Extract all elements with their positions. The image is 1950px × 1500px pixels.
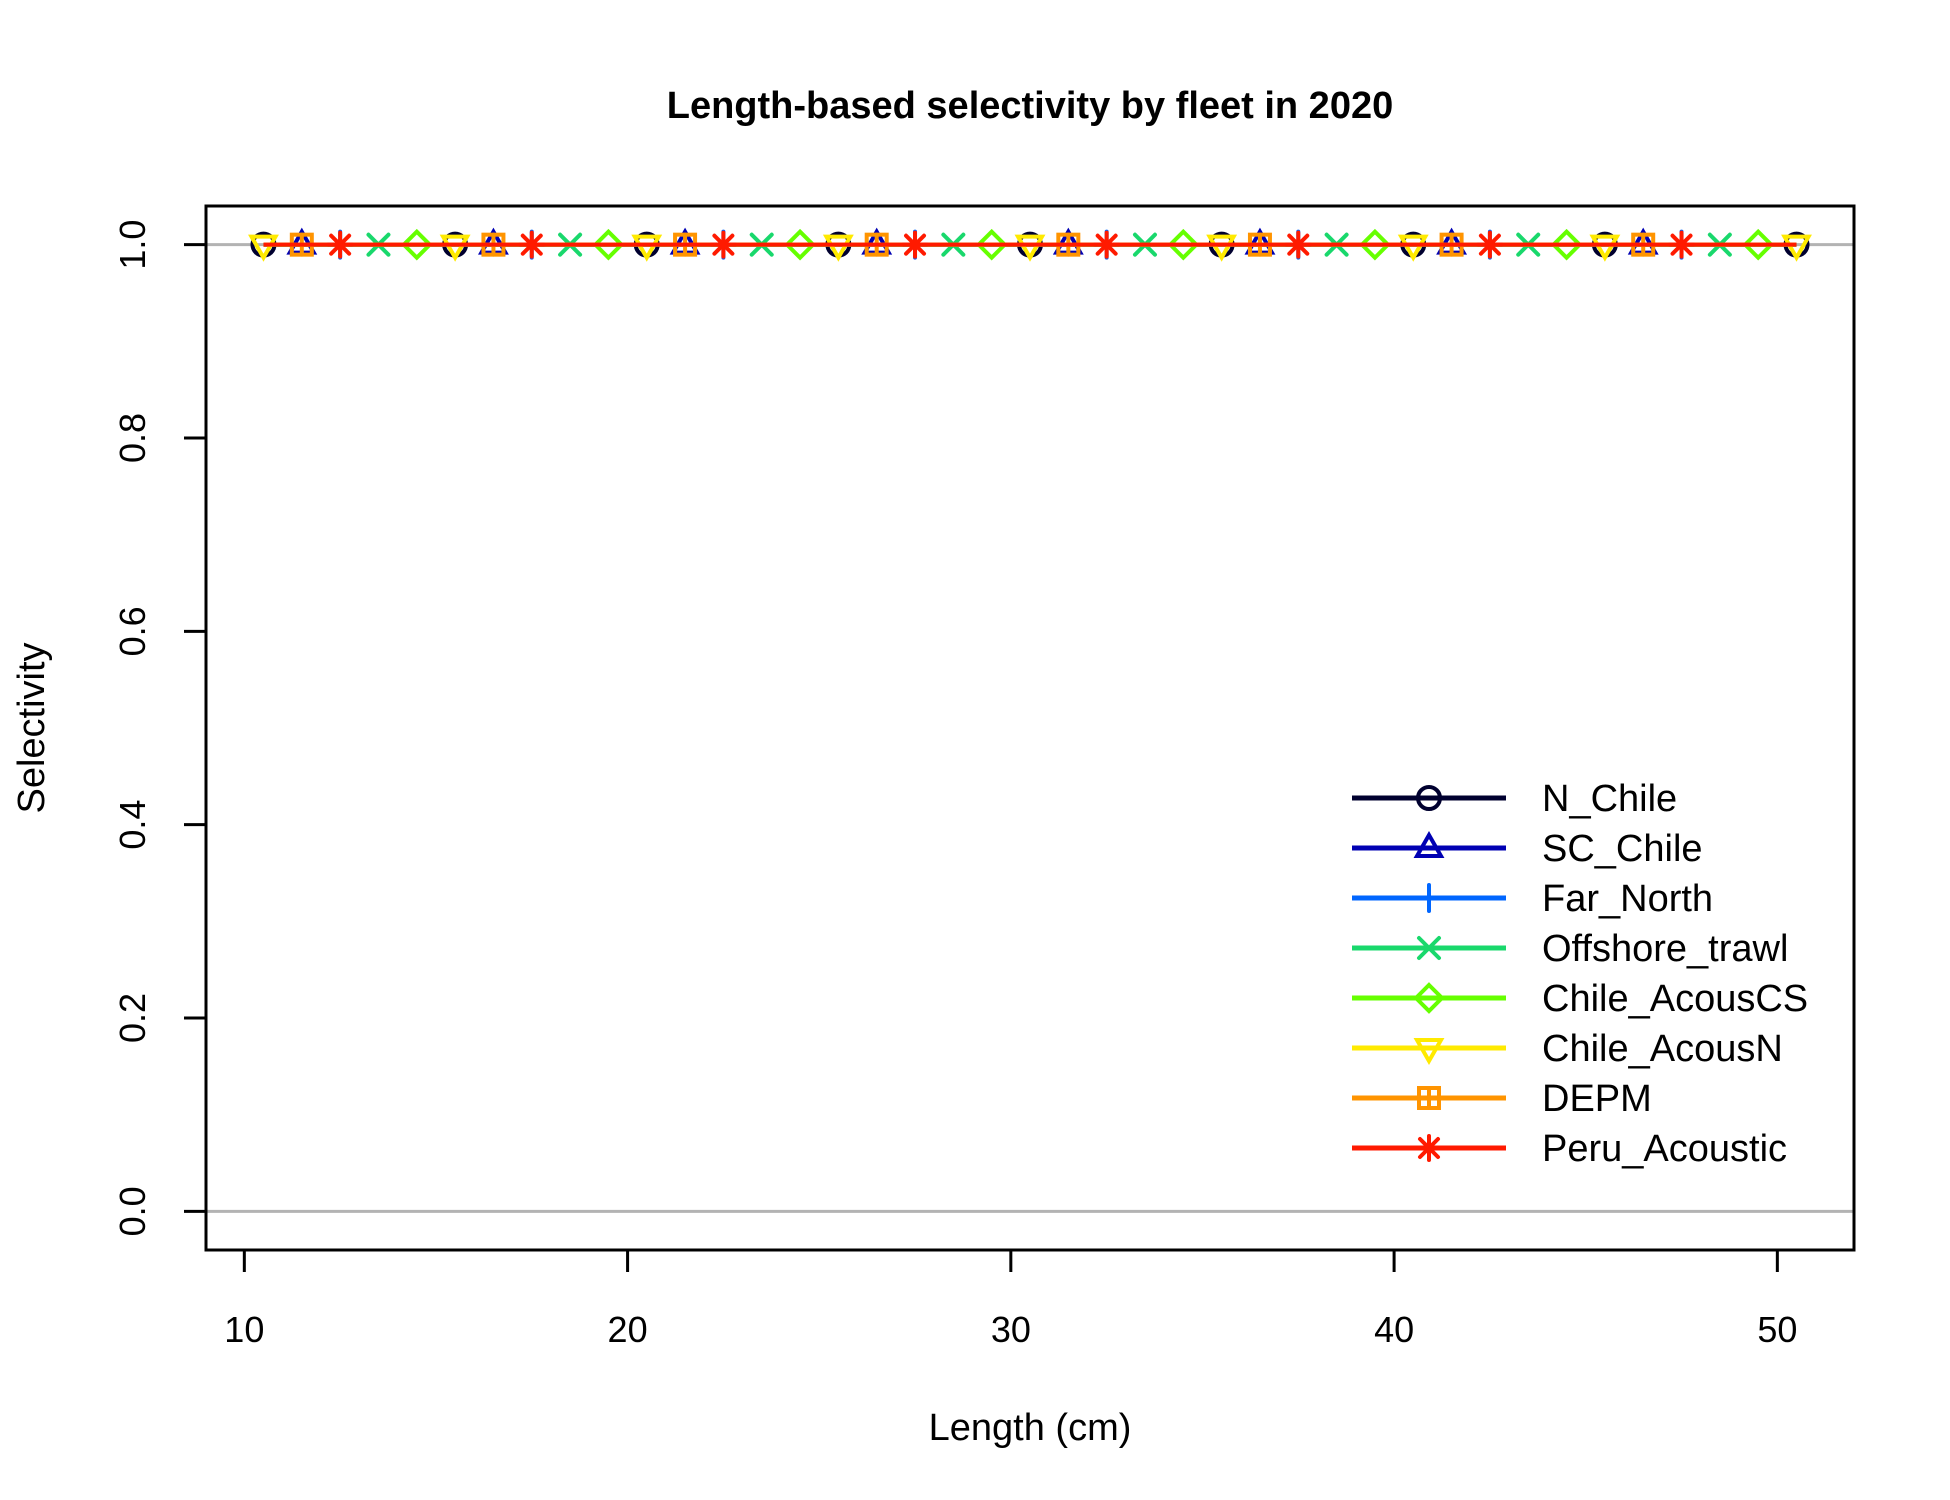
data-point-chile-acouscs — [400, 228, 433, 261]
legend-item-far-north: Far_North — [1352, 878, 1713, 920]
data-point-chile-acouscs — [1742, 228, 1775, 261]
legend-item-sc-chile: SC_Chile — [1352, 828, 1703, 870]
y-tick-label: 1.0 — [112, 220, 153, 270]
legend-label: SC_Chile — [1542, 828, 1703, 870]
y-tick-label: 0.0 — [112, 1186, 153, 1236]
y-tick-label: 0.4 — [112, 800, 153, 850]
data-point-chile-acouscs — [1167, 228, 1200, 261]
y-tick-label: 0.8 — [112, 413, 153, 463]
x-axis-label: Length (cm) — [929, 1407, 1132, 1449]
x-tick-label: 30 — [991, 1309, 1031, 1350]
legend-label: Chile_AcousN — [1542, 1028, 1783, 1070]
legend-label: Chile_AcousCS — [1542, 978, 1808, 1020]
data-point-peru-acoustic — [709, 230, 738, 259]
data-point-chile-acousn — [1206, 234, 1238, 262]
data-point-chile-acousn — [1781, 234, 1812, 262]
legend-item-depm: DEPM — [1352, 1078, 1652, 1120]
data-point-chile-acouscs — [784, 228, 816, 261]
data-point-chile-acousn — [822, 234, 854, 262]
legend-label: Peru_Acoustic — [1542, 1128, 1787, 1170]
x-tick-label: 20 — [608, 1309, 648, 1350]
data-point-peru-acoustic — [1667, 230, 1696, 259]
data-point-chile-acouscs — [592, 228, 625, 261]
legend-marker — [1416, 785, 1442, 811]
legend-marker — [1414, 883, 1444, 913]
data-point-chile-acouscs — [1359, 228, 1391, 261]
legend-label: Offshore_trawl — [1542, 928, 1788, 970]
series-peru-acoustic — [263, 230, 1797, 259]
x-axis: 10 20 30 40 50 — [224, 1248, 1797, 1350]
data-point-peru-acoustic — [1284, 230, 1313, 259]
data-point-chile-acouscs — [975, 228, 1008, 261]
legend-label: DEPM — [1542, 1078, 1652, 1120]
legend-marker — [1413, 982, 1445, 1014]
data-point-chile-acousn — [631, 234, 663, 262]
legend-item-chile-acouscs: Chile_AcousCS — [1352, 978, 1808, 1020]
data-point-peru-acoustic — [1475, 230, 1504, 259]
data-point-chile-acousn — [248, 234, 279, 262]
y-tick-label: 0.6 — [112, 606, 153, 656]
data-point-chile-acouscs — [1550, 228, 1583, 261]
legend-marker — [1413, 1038, 1445, 1066]
legend-marker — [1415, 1134, 1443, 1162]
data-point-chile-acousn — [1014, 234, 1046, 262]
y-tick-label: 0.2 — [112, 993, 153, 1043]
x-tick-label: 10 — [224, 1309, 264, 1350]
legend-label: Far_North — [1542, 878, 1713, 920]
y-axis: 0.0 0.2 0.4 0.6 0.8 1.0 — [112, 220, 208, 1236]
series-layer — [248, 227, 1812, 262]
legend: N_Chile SC_Chile Far_North Offshore_trawl Ch… — [1352, 778, 1808, 1170]
x-tick-label: 50 — [1757, 1309, 1797, 1350]
legend-item-n-chile: N_Chile — [1352, 778, 1677, 820]
x-tick-label: 40 — [1374, 1309, 1414, 1350]
legend-item-offshore-trawl: Offshore_trawl — [1352, 928, 1788, 970]
y-axis-label: Selectivity — [11, 642, 53, 813]
data-point-peru-acoustic — [326, 230, 355, 259]
data-point-peru-acoustic — [1092, 230, 1121, 259]
chart-title: Length-based selectivity by fleet in 202… — [667, 85, 1393, 127]
legend-marker — [1413, 830, 1445, 858]
data-point-peru-acoustic — [517, 230, 546, 259]
legend-label: N_Chile — [1542, 778, 1677, 820]
data-point-chile-acousn — [439, 234, 471, 262]
data-point-chile-acousn — [1397, 234, 1429, 262]
legend-marker — [1417, 936, 1441, 960]
legend-item-chile-acousn: Chile_AcousN — [1352, 1028, 1783, 1070]
legend-item-peru-acoustic: Peru_Acoustic — [1352, 1128, 1787, 1170]
data-point-chile-acousn — [1589, 234, 1621, 262]
data-point-peru-acoustic — [901, 230, 930, 259]
legend-marker — [1417, 1086, 1441, 1110]
